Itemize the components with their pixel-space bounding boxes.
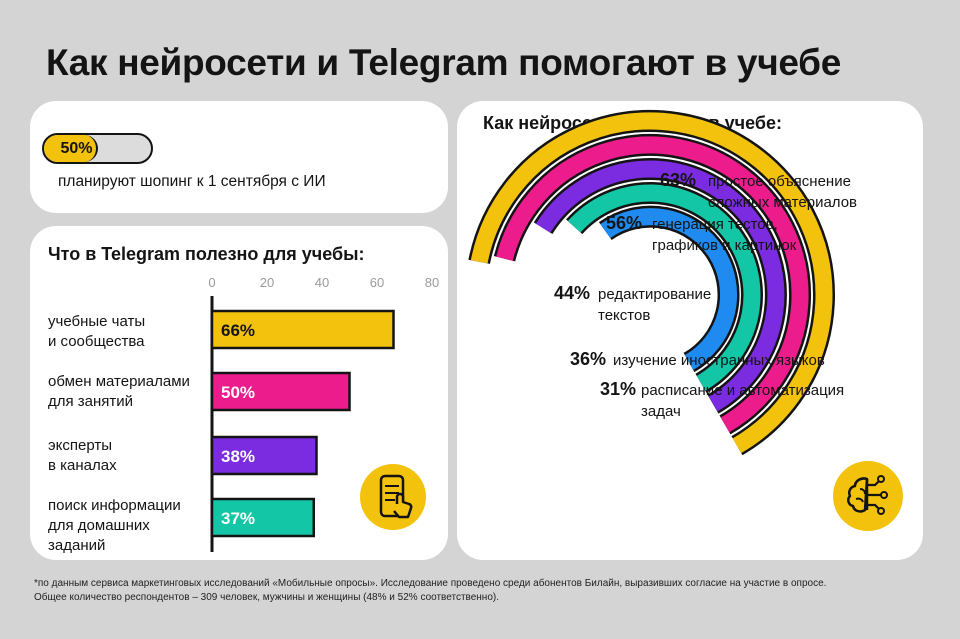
arc-category-label: простое объяснение: [708, 173, 851, 190]
bar-category-label: заданий: [48, 537, 106, 554]
bar-category-label: обмен материалами: [48, 373, 190, 390]
stat-progress-fill: [44, 135, 98, 162]
arc-value-label: 63%: [660, 170, 696, 190]
arc-value-label: 36%: [570, 349, 606, 369]
bar-category-label: для занятий: [48, 393, 134, 410]
arc-category-label: сложных материалов: [708, 194, 857, 211]
bar-category-label: учебные чаты: [48, 313, 146, 330]
arc-category-label: генерация тестов,: [652, 216, 778, 233]
x-tick-label: 0: [208, 275, 215, 290]
footnote-line-1: *по данным сервиса маркетинговых исследо…: [34, 578, 827, 589]
bar-value-label: 37%: [221, 509, 255, 528]
x-tick-label: 40: [315, 275, 329, 290]
arc-category-label: изучение иностранных языков: [613, 352, 825, 369]
arc-bar: [470, 112, 833, 454]
arc-value-label: 31%: [600, 379, 636, 399]
footnote-line-2: Общее количество респондентов – 309 чело…: [34, 592, 499, 603]
x-tick-label: 60: [370, 275, 384, 290]
arc-category-label: текстов: [598, 307, 650, 324]
arc-category-label: задач: [641, 403, 681, 420]
telegram-chart-title: Что в Telegram полезно для учебы:: [48, 244, 365, 264]
bar: [210, 309, 395, 350]
arc-bar: [600, 208, 737, 370]
bar: [210, 435, 318, 476]
stat-value-label: 50%: [60, 139, 93, 157]
arc-bar: [496, 136, 809, 433]
brain-circuit-icon: [833, 461, 903, 531]
bar: [210, 497, 315, 538]
arc-value-label: 56%: [606, 213, 642, 233]
bar: [210, 371, 351, 412]
arc-bar: [535, 160, 785, 412]
bar-category-label: и сообщества: [48, 333, 145, 350]
bar-category-label: для домашних: [48, 517, 150, 534]
bar-category-label: эксперты: [48, 437, 113, 454]
x-tick-label: 80: [425, 275, 439, 290]
bar-value-label: 66%: [221, 321, 255, 340]
arc-value-label: 44%: [554, 283, 590, 303]
stat-caption: планируют шопинг к 1 сентября с ИИ: [58, 173, 326, 190]
stat-progress-pill: 50%: [42, 133, 153, 164]
x-tick-label: 20: [260, 275, 274, 290]
phone-hand-icon: [360, 464, 426, 530]
bar-value-label: 38%: [221, 447, 255, 466]
arc-category-label: графиков и картинок: [652, 237, 797, 254]
bar-category-label: в каналах: [48, 457, 117, 474]
bar-value-label: 50%: [221, 383, 255, 402]
bar-category-label: поиск информации: [48, 497, 181, 514]
arc-category-label: расписание и автоматизация: [641, 382, 844, 399]
arc-bar: [567, 184, 761, 391]
page-title: Как нейросети и Telegram помогают в учеб…: [46, 42, 841, 83]
arc-category-label: редактирование: [598, 286, 711, 303]
